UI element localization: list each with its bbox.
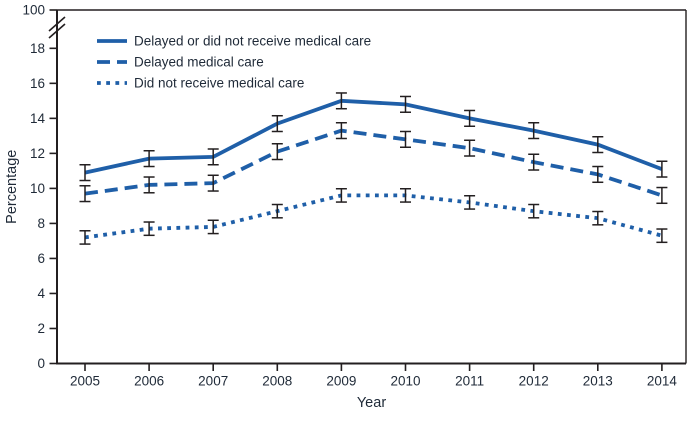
error-bars-series-1	[79, 121, 668, 205]
legend-label-2: Did not receive medical care	[134, 76, 304, 91]
legend-label-0: Delayed or did not receive medical care	[134, 34, 371, 49]
y-tick-label: 14	[30, 111, 46, 126]
x-axis	[84, 363, 663, 371]
error-bars-series-2	[79, 188, 668, 245]
y-tick-label: 12	[30, 146, 45, 161]
x-tick-label: 2006	[134, 374, 164, 389]
error-bars-series-0	[79, 92, 668, 182]
legend	[97, 39, 127, 85]
axes	[56, 10, 686, 365]
y-tick-label: 18	[30, 41, 45, 56]
y-tick-label: 2	[37, 321, 45, 336]
plot-border	[57, 9, 687, 364]
x-tick-label: 2009	[326, 374, 356, 389]
y-tick-label: 8	[37, 216, 45, 231]
break-slash	[48, 16, 66, 32]
series-line-0	[84, 98, 663, 175]
break-slash	[48, 23, 66, 39]
x-tick-label: 2013	[583, 374, 613, 389]
y-tick-label: 0	[37, 356, 45, 371]
legend-label-1: Delayed medical care	[134, 55, 264, 70]
y-tick-label: 4	[37, 286, 45, 301]
y-tick-label-100: 100	[22, 3, 45, 18]
x-tick-label: 2005	[70, 374, 100, 389]
x-tick-label: 2007	[198, 374, 228, 389]
x-tick-label: 2011	[455, 374, 484, 389]
x-tick-label: 2010	[390, 374, 420, 389]
y-tick-label: 6	[37, 251, 45, 266]
y-tick-label: 10	[30, 181, 45, 196]
x-tick-label: 2012	[519, 374, 549, 389]
x-tick-label: 2014	[647, 374, 678, 389]
x-axis-title: Year	[357, 395, 386, 411]
x-tick-label: 2008	[262, 374, 292, 389]
y-axis-title: Percentage	[4, 150, 20, 224]
y-tick-label: 16	[30, 76, 45, 91]
y-axis-break-icon	[48, 16, 66, 39]
series-line-1	[84, 128, 663, 198]
y-axis	[49, 9, 57, 365]
